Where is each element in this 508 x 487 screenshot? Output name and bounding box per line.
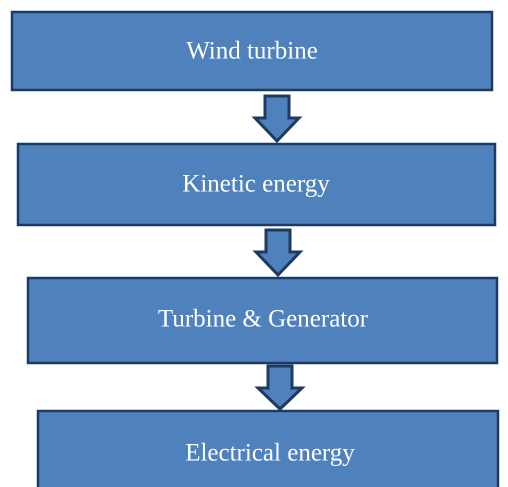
arrow — [251, 94, 303, 144]
node-label: Kinetic energy — [182, 171, 330, 198]
arrow — [252, 228, 304, 278]
arrow — [254, 364, 306, 412]
node-box — [10, 10, 494, 92]
node-box — [16, 142, 497, 227]
node-label: Electrical energy — [185, 440, 355, 467]
node-label: Turbine & Generator — [158, 306, 369, 333]
node-box — [36, 409, 500, 487]
node-box — [26, 276, 499, 365]
node-label: Wind turbine — [186, 38, 318, 65]
